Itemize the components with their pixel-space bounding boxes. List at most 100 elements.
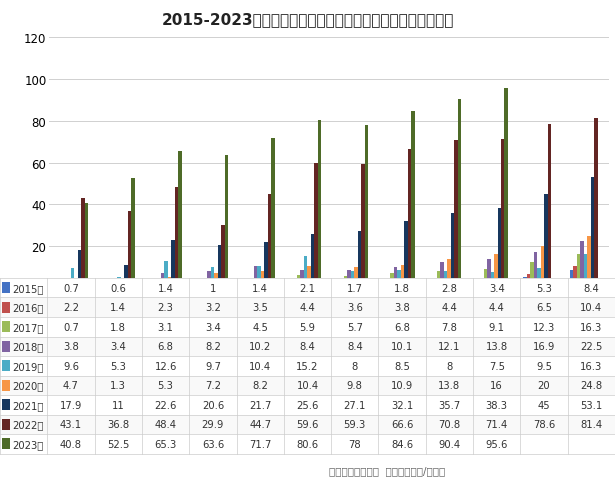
Text: 17.9: 17.9 bbox=[60, 400, 82, 410]
Bar bbox=[357, 232, 361, 288]
Bar bbox=[569, 271, 573, 288]
Text: 8.4: 8.4 bbox=[347, 342, 363, 351]
Bar bbox=[197, 286, 200, 288]
Text: 3.8: 3.8 bbox=[394, 302, 410, 312]
Text: 16.3: 16.3 bbox=[580, 361, 603, 371]
Text: 59.3: 59.3 bbox=[344, 420, 366, 430]
Text: 16.9: 16.9 bbox=[533, 342, 555, 351]
Text: 7.8: 7.8 bbox=[442, 322, 458, 332]
Bar bbox=[2, 341, 10, 352]
Text: 2022年: 2022年 bbox=[12, 420, 44, 430]
Bar bbox=[440, 263, 444, 288]
Text: 1.4: 1.4 bbox=[157, 283, 173, 293]
Bar bbox=[534, 253, 537, 288]
Text: 9.1: 9.1 bbox=[489, 322, 505, 332]
Bar bbox=[434, 279, 437, 288]
Bar bbox=[301, 271, 304, 288]
Bar bbox=[397, 270, 401, 288]
Bar bbox=[211, 268, 214, 288]
Bar bbox=[383, 284, 387, 288]
Text: 20.6: 20.6 bbox=[202, 400, 224, 410]
Text: 2.8: 2.8 bbox=[442, 283, 458, 293]
Bar bbox=[175, 187, 178, 288]
Bar bbox=[204, 281, 207, 288]
Text: 16: 16 bbox=[490, 381, 503, 390]
Bar bbox=[581, 241, 584, 288]
Bar bbox=[458, 100, 461, 288]
Bar bbox=[494, 255, 498, 288]
Text: 6.5: 6.5 bbox=[536, 302, 552, 312]
Text: 0.7: 0.7 bbox=[63, 322, 79, 332]
Bar bbox=[2, 399, 10, 410]
Text: 2017年: 2017年 bbox=[12, 322, 44, 332]
Bar bbox=[224, 156, 228, 288]
Bar bbox=[257, 266, 261, 288]
Bar bbox=[477, 281, 480, 288]
Text: 32.1: 32.1 bbox=[391, 400, 413, 410]
Text: 3.5: 3.5 bbox=[252, 302, 268, 312]
Bar bbox=[451, 214, 454, 288]
Bar bbox=[314, 164, 318, 288]
Text: 10.4: 10.4 bbox=[581, 302, 603, 312]
Text: 9.5: 9.5 bbox=[536, 361, 552, 371]
Text: 95.6: 95.6 bbox=[486, 439, 508, 449]
Text: 1.8: 1.8 bbox=[110, 322, 126, 332]
Text: 9.8: 9.8 bbox=[347, 381, 363, 390]
Text: 22.6: 22.6 bbox=[154, 400, 177, 410]
Text: 5.3: 5.3 bbox=[157, 381, 173, 390]
Bar bbox=[0, 376, 615, 395]
Bar bbox=[2, 439, 10, 449]
Bar bbox=[178, 152, 181, 288]
Bar bbox=[537, 268, 541, 288]
Text: 4.4: 4.4 bbox=[489, 302, 504, 312]
Bar bbox=[491, 273, 494, 288]
Text: 13.8: 13.8 bbox=[438, 381, 461, 390]
Text: 44.7: 44.7 bbox=[249, 420, 271, 430]
Text: 36.8: 36.8 bbox=[107, 420, 129, 430]
Text: 2.1: 2.1 bbox=[300, 283, 315, 293]
Text: 20: 20 bbox=[538, 381, 550, 390]
Text: 4.4: 4.4 bbox=[300, 302, 315, 312]
Text: 22.5: 22.5 bbox=[580, 342, 603, 351]
Text: 2019年: 2019年 bbox=[12, 361, 44, 371]
Bar bbox=[154, 283, 157, 288]
Bar bbox=[164, 262, 167, 288]
Text: 7.5: 7.5 bbox=[489, 361, 505, 371]
Bar bbox=[167, 277, 171, 288]
Text: 40.8: 40.8 bbox=[60, 439, 82, 449]
Text: 16.3: 16.3 bbox=[580, 322, 603, 332]
Bar bbox=[207, 271, 211, 288]
Bar bbox=[0, 317, 615, 337]
Bar bbox=[221, 226, 224, 288]
Text: 59.6: 59.6 bbox=[296, 420, 319, 430]
Bar bbox=[361, 165, 365, 288]
Text: 2023年: 2023年 bbox=[12, 439, 44, 449]
Text: 3.4: 3.4 bbox=[111, 342, 126, 351]
Text: 8.4: 8.4 bbox=[300, 342, 315, 351]
Text: 7.2: 7.2 bbox=[205, 381, 221, 390]
Bar bbox=[547, 124, 551, 288]
Bar bbox=[157, 282, 161, 288]
Text: 71.7: 71.7 bbox=[249, 439, 271, 449]
Text: 48.4: 48.4 bbox=[154, 420, 177, 430]
Bar bbox=[304, 256, 308, 288]
Text: 6.8: 6.8 bbox=[394, 322, 410, 332]
Bar bbox=[0, 278, 615, 298]
Bar bbox=[200, 281, 204, 288]
Bar bbox=[0, 356, 615, 376]
Text: 1.7: 1.7 bbox=[347, 283, 363, 293]
Text: 24.8: 24.8 bbox=[581, 381, 603, 390]
Text: 8.5: 8.5 bbox=[394, 361, 410, 371]
Bar bbox=[117, 277, 121, 288]
Bar bbox=[447, 259, 451, 288]
Text: 10.4: 10.4 bbox=[296, 381, 319, 390]
Text: 2021年: 2021年 bbox=[12, 400, 44, 410]
Bar bbox=[150, 285, 154, 288]
Text: 12.6: 12.6 bbox=[154, 361, 177, 371]
Bar bbox=[74, 278, 77, 288]
Bar bbox=[107, 285, 111, 288]
Bar bbox=[261, 271, 264, 288]
Text: 84.6: 84.6 bbox=[391, 439, 413, 449]
Bar bbox=[2, 419, 10, 430]
Text: 8: 8 bbox=[446, 361, 453, 371]
